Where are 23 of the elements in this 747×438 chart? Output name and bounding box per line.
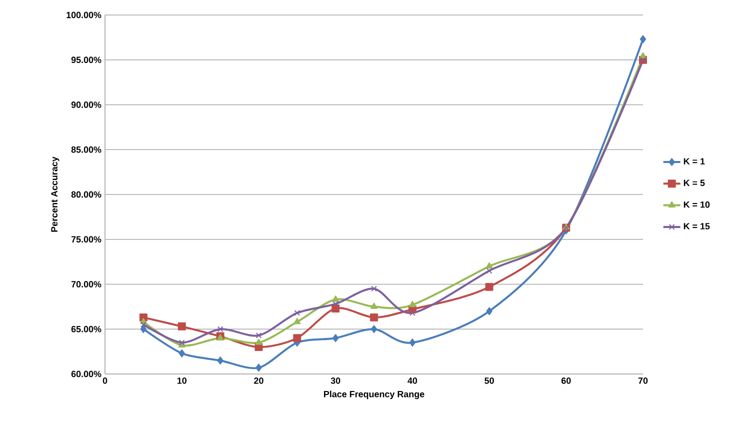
y-axis-title: Percent Accuracy (51, 156, 60, 232)
x-tick-label: 20 (254, 378, 264, 384)
x-tick-label: 0 (102, 378, 108, 384)
legend-label: K = 1 (684, 158, 705, 164)
y-tick-label: 85.00% (71, 146, 102, 153)
x-tick-label: 10 (177, 378, 186, 384)
x-tick-label: 50 (484, 378, 494, 384)
x-tick-label: 70 (638, 378, 648, 384)
y-tick-label: 90.00% (71, 102, 102, 108)
x-tick-label: 40 (408, 378, 418, 384)
legend-label: K = 10 (684, 201, 710, 208)
x-axis-title: Place Frequency Range (324, 390, 424, 400)
x-tick-label: 30 (330, 378, 340, 384)
y-tick-label: 70.00% (71, 281, 102, 288)
y-tick-label: 75.00% (71, 236, 102, 243)
y-tick-label: 100.00% (66, 12, 102, 18)
x-tick-label: 60 (561, 378, 571, 384)
y-tick-label: 65.00% (71, 326, 102, 332)
y-tick-label: 80.00% (71, 191, 102, 198)
y-tick-label: 60.00% (71, 370, 102, 378)
y-tick-label: 95.00% (71, 56, 102, 64)
legend-label: K = 15 (684, 223, 710, 230)
legend-label: K = 5 (684, 180, 705, 186)
